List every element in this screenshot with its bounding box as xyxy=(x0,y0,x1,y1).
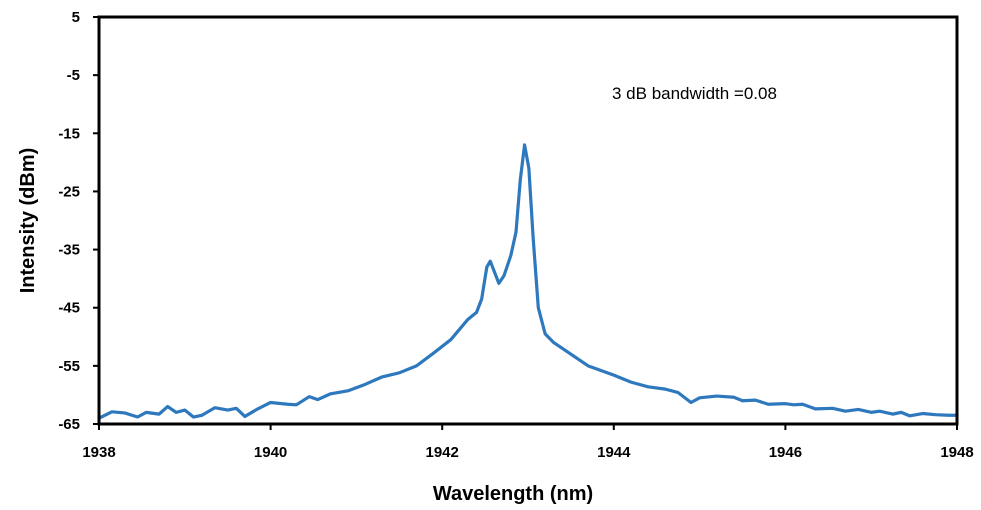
x-axis-ticks: 1938 1940 1942 1944 1946 1948 xyxy=(82,424,974,461)
y-tick-label: -35 xyxy=(58,242,80,259)
y-tick-label: 5 xyxy=(72,9,80,26)
series-line-1 xyxy=(97,143,959,420)
y-axis-ticks: 5 -5 -15 -25 -35 -45 -55 -65 xyxy=(58,9,99,433)
y-tick-label: -25 xyxy=(58,183,80,200)
plot-frame xyxy=(97,15,959,426)
x-tick-label: 1942 xyxy=(426,444,459,461)
x-axis-title: Wavelength (nm) xyxy=(433,483,593,505)
x-tick-label: 1946 xyxy=(769,444,802,461)
y-tick-label: -55 xyxy=(58,358,80,375)
y-tick-label: -15 xyxy=(58,125,80,142)
x-tick-label: 1944 xyxy=(597,444,631,461)
y-axis-title: Intensity (dBm) xyxy=(17,148,39,294)
plot-area xyxy=(97,15,959,426)
y-tick-label: -45 xyxy=(58,300,80,317)
x-tick-label: 1938 xyxy=(82,444,115,461)
bandwidth-annotation: 3 dB bandwidth =0.08 xyxy=(612,84,777,103)
x-tick-label: 1940 xyxy=(254,444,287,461)
y-tick-label: -65 xyxy=(58,416,80,433)
y-tick-label: -5 xyxy=(67,67,80,84)
x-tick-label: 1948 xyxy=(940,444,973,461)
